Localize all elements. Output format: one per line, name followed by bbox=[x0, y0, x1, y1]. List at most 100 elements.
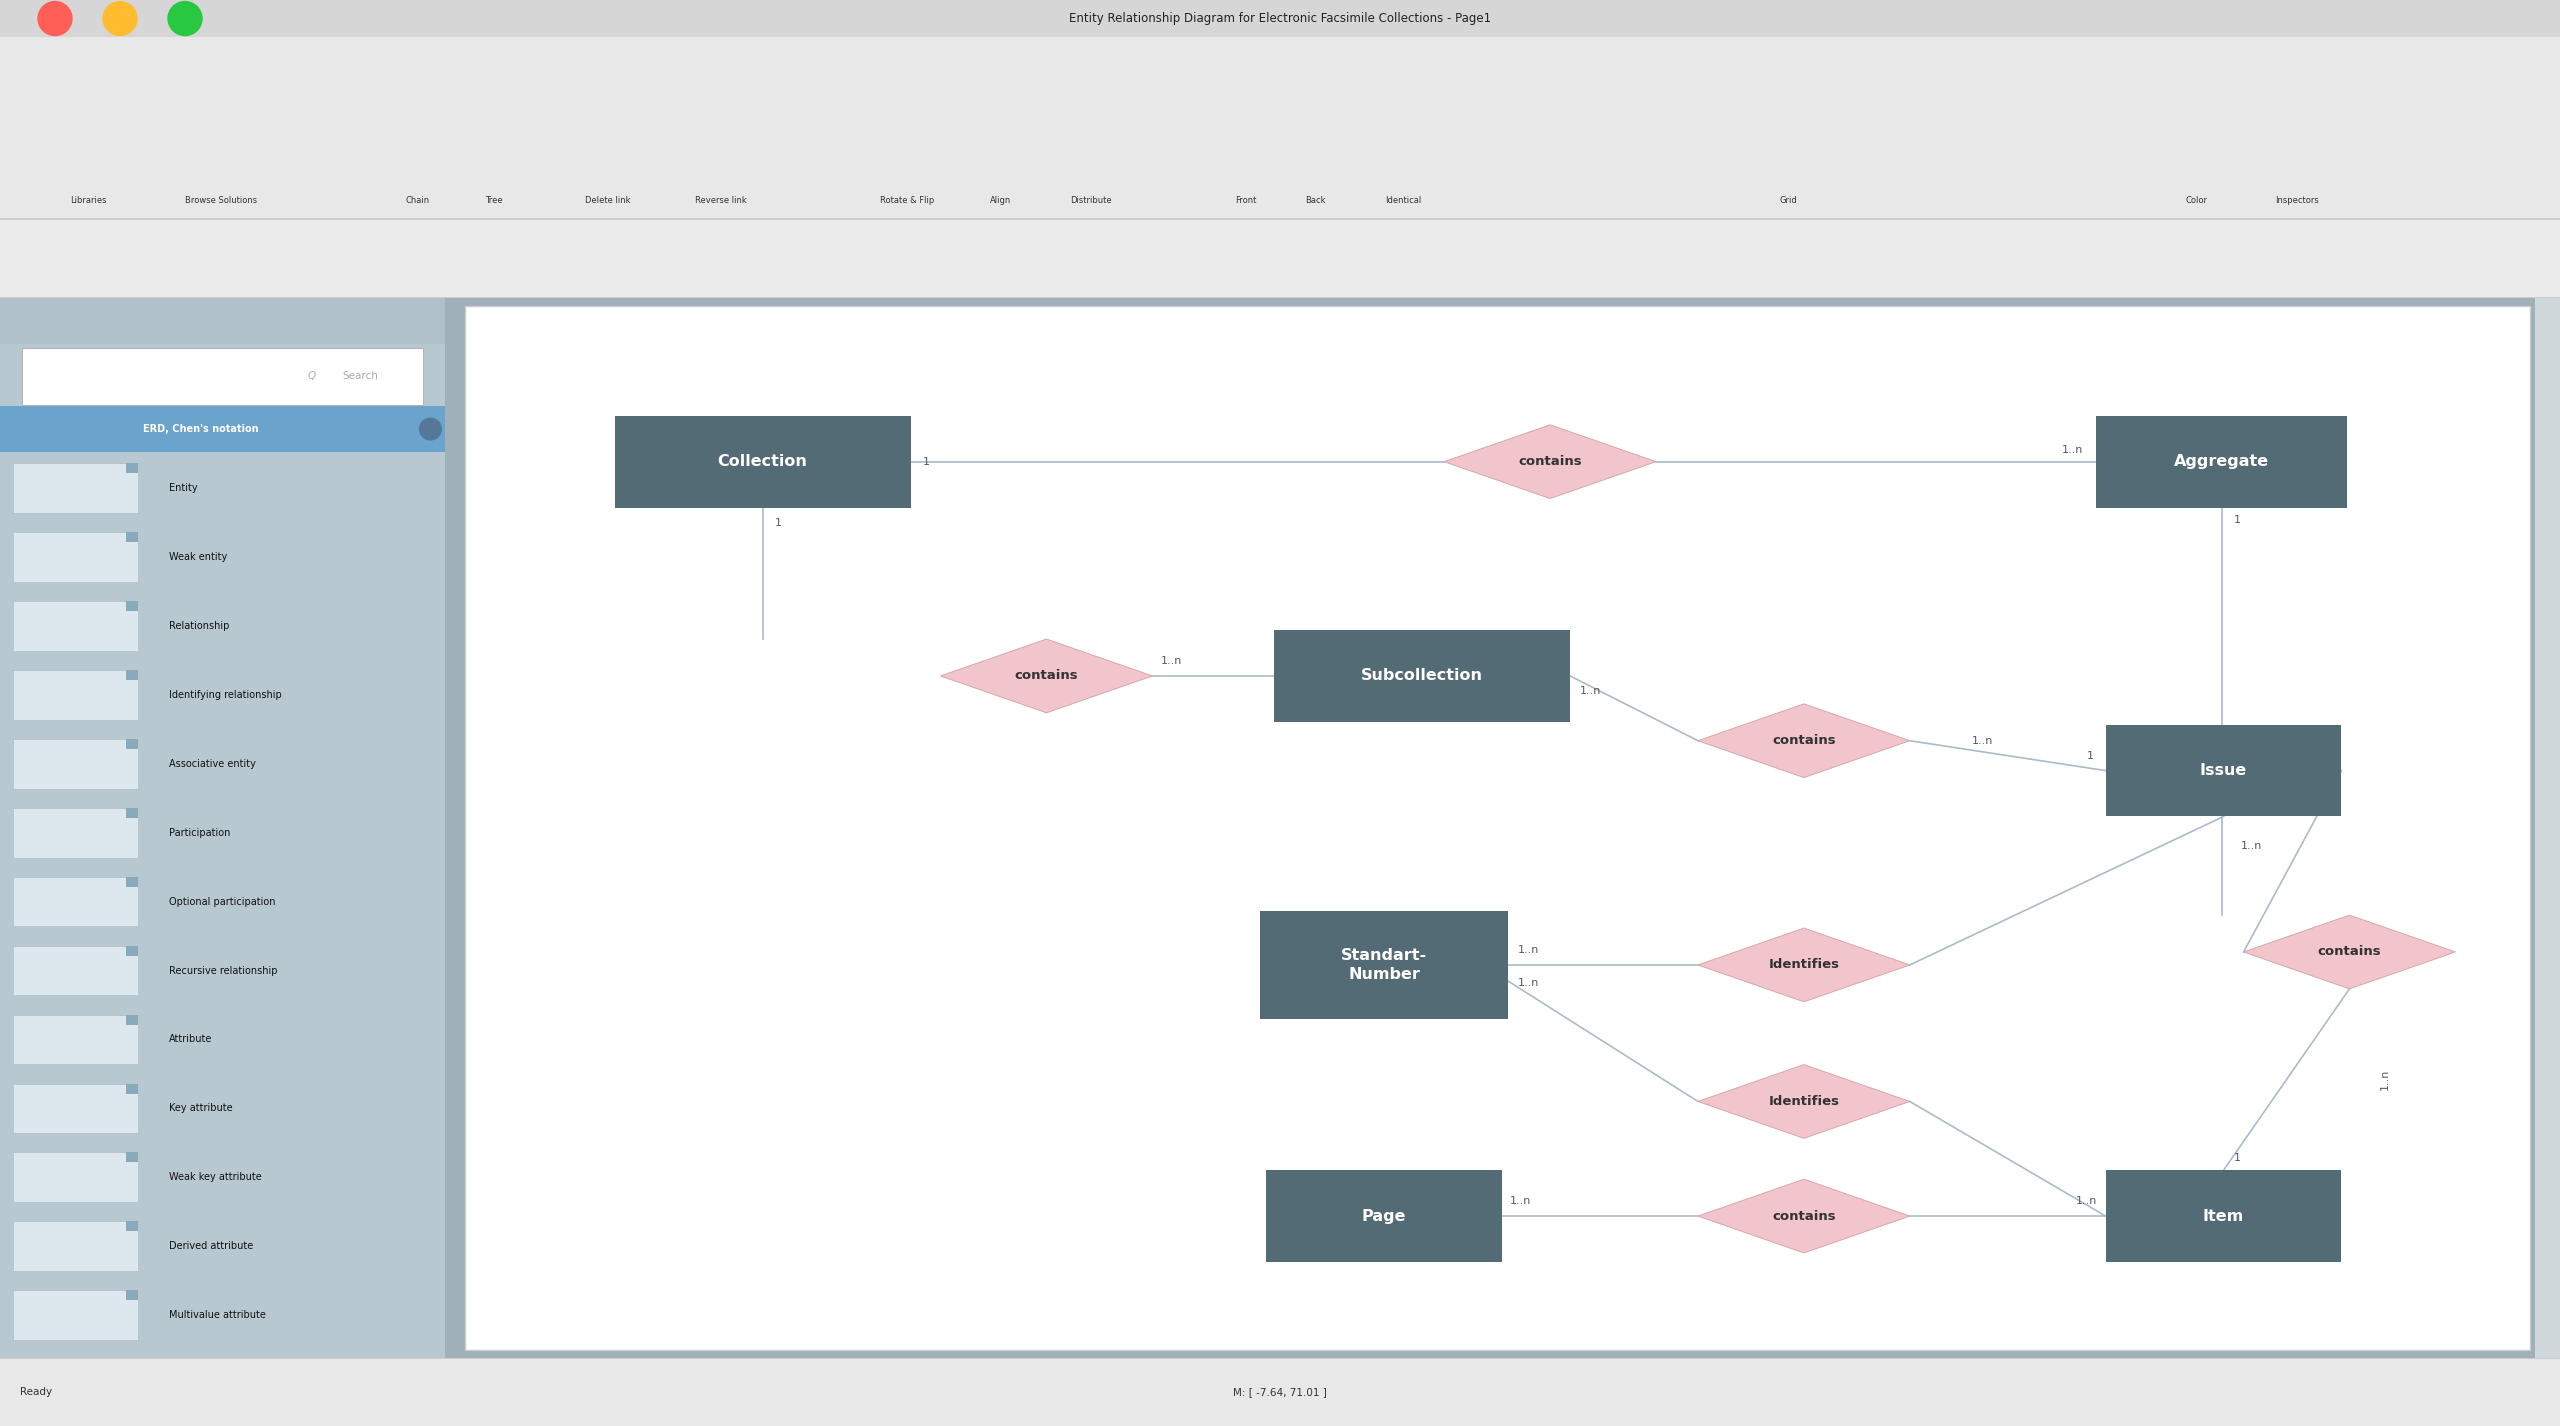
Text: contains: contains bbox=[1772, 734, 1836, 747]
Text: Entity Relationship Diagram for Electronic Facsimile Collections - Page1: Entity Relationship Diagram for Electron… bbox=[1070, 11, 1490, 26]
Bar bbox=[23, 348, 422, 405]
Text: Browse Solutions: Browse Solutions bbox=[184, 195, 256, 204]
Bar bbox=[466, 307, 2529, 1349]
Text: 1: 1 bbox=[2232, 1154, 2240, 1164]
Text: 1..n: 1..n bbox=[1971, 736, 1992, 746]
Bar bbox=[13, 739, 138, 789]
Bar bbox=[125, 670, 138, 680]
Text: contains: contains bbox=[1518, 455, 1582, 468]
Circle shape bbox=[420, 418, 443, 441]
Text: M: [ -7.64, 71.01 ]: M: [ -7.64, 71.01 ] bbox=[1234, 1386, 1326, 1397]
Bar bbox=[0, 406, 445, 452]
Polygon shape bbox=[1697, 928, 1910, 1002]
Text: Distribute: Distribute bbox=[1070, 195, 1111, 204]
Text: 1..n: 1..n bbox=[2378, 1070, 2388, 1091]
Text: 1..n: 1..n bbox=[2240, 841, 2263, 851]
Bar bbox=[2107, 724, 2342, 817]
Text: Weak entity: Weak entity bbox=[169, 552, 228, 562]
Text: Grid: Grid bbox=[1779, 195, 1797, 204]
Bar bbox=[2534, 298, 2560, 1358]
Text: ERD, Chen's notation: ERD, Chen's notation bbox=[143, 424, 259, 434]
Bar bbox=[0, 1358, 2560, 1426]
Text: Attribute: Attribute bbox=[169, 1034, 212, 1044]
Bar bbox=[13, 1015, 138, 1064]
Text: Chain: Chain bbox=[404, 195, 430, 204]
Text: 1..n: 1..n bbox=[1580, 686, 1603, 696]
Bar bbox=[13, 463, 138, 513]
Text: 1..n: 1..n bbox=[1518, 945, 1539, 955]
Text: Page: Page bbox=[1362, 1209, 1405, 1224]
Polygon shape bbox=[1697, 704, 1910, 777]
Text: Issue: Issue bbox=[2199, 763, 2248, 779]
Text: Item: Item bbox=[2204, 1209, 2245, 1224]
Text: Front: Front bbox=[1234, 195, 1257, 204]
Bar bbox=[445, 298, 2560, 1358]
Text: Entity: Entity bbox=[169, 483, 197, 493]
Bar bbox=[13, 670, 138, 720]
Polygon shape bbox=[940, 639, 1152, 713]
Bar bbox=[13, 1152, 138, 1202]
Text: Reverse link: Reverse link bbox=[694, 195, 748, 204]
Bar bbox=[0, 218, 2560, 220]
Text: Derived attribute: Derived attribute bbox=[169, 1241, 253, 1251]
Bar bbox=[13, 945, 138, 995]
Text: Search: Search bbox=[343, 371, 379, 381]
Text: 1..n: 1..n bbox=[2076, 1196, 2097, 1206]
Text: Inspectors: Inspectors bbox=[2276, 195, 2319, 204]
Text: Delete link: Delete link bbox=[586, 195, 630, 204]
Bar bbox=[125, 1152, 138, 1162]
Text: Key attribute: Key attribute bbox=[169, 1104, 233, 1114]
Text: Multivalue attribute: Multivalue attribute bbox=[169, 1310, 266, 1320]
Text: 1..n: 1..n bbox=[1510, 1196, 1531, 1206]
Text: 1: 1 bbox=[776, 518, 781, 528]
Text: 1..n: 1..n bbox=[1160, 656, 1183, 666]
Text: Weak key attribute: Weak key attribute bbox=[169, 1172, 261, 1182]
Bar bbox=[13, 1222, 138, 1271]
Bar bbox=[125, 1084, 138, 1094]
Text: Back: Back bbox=[1306, 195, 1326, 204]
Text: Rotate & Flip: Rotate & Flip bbox=[881, 195, 934, 204]
Circle shape bbox=[169, 1, 202, 36]
Bar bbox=[0, 0, 2560, 37]
Text: Libraries: Libraries bbox=[69, 195, 108, 204]
Text: Participation: Participation bbox=[169, 829, 230, 838]
Circle shape bbox=[102, 1, 138, 36]
Bar bbox=[1275, 630, 1569, 722]
Text: Subcollection: Subcollection bbox=[1362, 669, 1482, 683]
Text: Collection: Collection bbox=[717, 453, 806, 469]
Text: Color: Color bbox=[2186, 195, 2207, 204]
Bar bbox=[125, 877, 138, 887]
Bar bbox=[125, 1015, 138, 1025]
Bar bbox=[13, 809, 138, 857]
Bar bbox=[0, 37, 2560, 220]
Bar bbox=[125, 1222, 138, 1232]
Text: Relationship: Relationship bbox=[169, 622, 230, 632]
Text: 1: 1 bbox=[922, 456, 929, 466]
Bar bbox=[125, 1291, 138, 1301]
Text: Identifying relationship: Identifying relationship bbox=[169, 690, 282, 700]
Bar bbox=[13, 602, 138, 650]
Text: contains: contains bbox=[1772, 1209, 1836, 1222]
Polygon shape bbox=[1444, 425, 1656, 499]
Text: Recursive relationship: Recursive relationship bbox=[169, 965, 279, 975]
Text: contains: contains bbox=[1014, 669, 1078, 683]
Bar bbox=[2107, 1171, 2342, 1262]
Bar bbox=[13, 1291, 138, 1340]
Bar bbox=[0, 298, 445, 1358]
Polygon shape bbox=[1697, 1179, 1910, 1253]
Text: Optional participation: Optional participation bbox=[169, 897, 276, 907]
Bar bbox=[125, 945, 138, 955]
Text: Q: Q bbox=[307, 371, 315, 381]
Text: Identifies: Identifies bbox=[1769, 1095, 1841, 1108]
Text: Tree: Tree bbox=[484, 195, 502, 204]
Bar bbox=[1267, 1171, 1503, 1262]
Text: 1..n: 1..n bbox=[2063, 445, 2084, 455]
Text: Identical: Identical bbox=[1385, 195, 1421, 204]
Polygon shape bbox=[2243, 915, 2455, 988]
Bar bbox=[125, 463, 138, 473]
Circle shape bbox=[38, 1, 72, 36]
Bar bbox=[0, 220, 2560, 298]
Bar bbox=[13, 532, 138, 582]
Bar bbox=[0, 298, 445, 344]
Text: Standart-
Number: Standart- Number bbox=[1341, 948, 1428, 981]
